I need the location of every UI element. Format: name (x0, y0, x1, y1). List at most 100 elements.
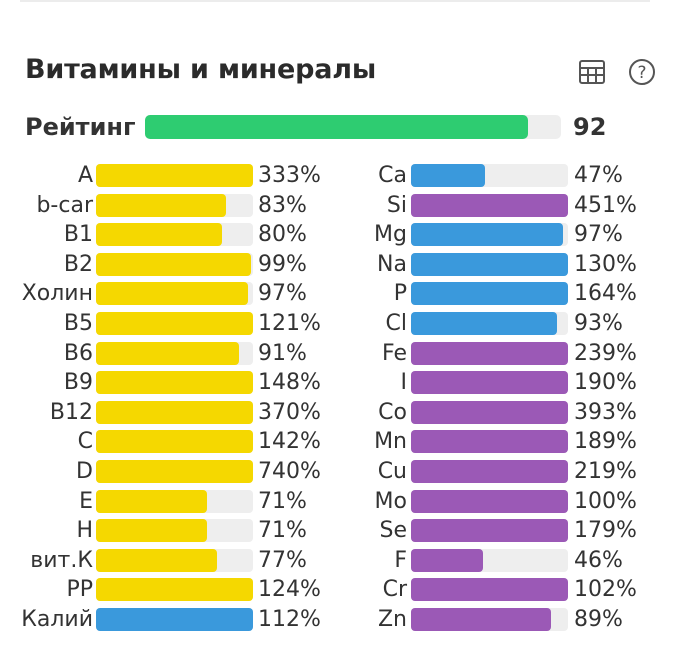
nutrient-value: 83% (258, 193, 307, 218)
nutrient-label: Mg (374, 222, 407, 247)
top-divider (20, 0, 650, 2)
nutrient-bar (411, 282, 568, 305)
nutrient-bar (96, 549, 253, 572)
nutrient-bar (96, 312, 253, 335)
nutrient-bar-fill (96, 549, 217, 572)
nutrient-bar (411, 253, 568, 276)
nutrient-label: Калий (21, 607, 93, 632)
nutrient-bar (411, 578, 568, 601)
nutrient-bar-fill (411, 164, 485, 187)
rating-bar (145, 115, 561, 139)
nutrient-value: 333% (258, 163, 321, 188)
nutrient-label: Холин (21, 281, 93, 306)
nutrient-value: 71% (258, 518, 307, 543)
nutrient-label: C (77, 429, 93, 454)
nutrient-bar-fill (411, 342, 568, 365)
nutrient-bar-fill (411, 401, 568, 424)
nutrient-label: вит.К (30, 548, 93, 573)
nutrient-bar (96, 460, 253, 483)
nutrient-value: 164% (574, 281, 637, 306)
nutrient-value: 93% (574, 311, 623, 336)
nutrient-value: 370% (258, 400, 321, 425)
nutrient-label: A (77, 163, 93, 188)
nutrient-bar-fill (96, 460, 253, 483)
table-icon (579, 60, 605, 84)
nutrient-bar (96, 490, 253, 513)
nutrient-bar (96, 282, 253, 305)
nutrient-label: E (79, 489, 93, 514)
nutrient-bar-fill (411, 578, 568, 601)
nutrient-bar (96, 342, 253, 365)
nutrient-bar-fill (96, 342, 239, 365)
nutrient-label: Mo (374, 489, 407, 514)
nutrient-value: 124% (258, 577, 321, 602)
nutrient-value: 239% (574, 341, 637, 366)
nutrient-value: 102% (574, 577, 637, 602)
nutrient-bar (411, 608, 568, 631)
nutrient-value: 97% (574, 222, 623, 247)
rating-bar-fill (145, 115, 528, 139)
nutrient-bar (411, 223, 568, 246)
nutrient-bar (96, 194, 253, 217)
nutrient-value: 77% (258, 548, 307, 573)
nutrient-value: 740% (258, 459, 321, 484)
nutrient-value: 451% (574, 193, 637, 218)
nutrient-bar-fill (411, 460, 568, 483)
nutrient-bar (96, 253, 253, 276)
nutrient-bar-fill (96, 223, 222, 246)
nutrient-bar-fill (411, 430, 568, 453)
nutrient-bar-fill (96, 401, 253, 424)
nutrient-label: B6 (63, 341, 93, 366)
nutrient-label: Cl (385, 311, 407, 336)
nutrient-bar-fill (411, 608, 551, 631)
nutrient-bar-fill (411, 253, 568, 276)
nutrient-value: 100% (574, 489, 637, 514)
nutrient-bar-fill (411, 519, 568, 542)
nutrient-bar (96, 371, 253, 394)
nutrient-label: b-car (36, 193, 93, 218)
nutrient-value: 99% (258, 252, 307, 277)
nutrient-bar (96, 401, 253, 424)
nutrient-bar-fill (96, 519, 208, 542)
nutrient-bar-fill (96, 608, 253, 631)
nutrient-bar-fill (96, 490, 208, 513)
nutrient-value: 97% (258, 281, 307, 306)
nutrient-bar-fill (96, 312, 253, 335)
nutrient-label: Se (379, 518, 408, 543)
help-button[interactable]: ? (627, 57, 657, 87)
nutrient-label: Co (378, 400, 407, 425)
nutrient-label: D (76, 459, 93, 484)
nutrient-bar-fill (411, 371, 568, 394)
nutrient-label: H (76, 518, 93, 543)
nutrient-bar-fill (96, 194, 227, 217)
nutrient-bar-fill (411, 194, 568, 217)
nutrient-bar-fill (96, 253, 252, 276)
nutrient-bar (411, 430, 568, 453)
nutrient-label: Si (386, 193, 407, 218)
rating-label: Рейтинг (25, 113, 136, 141)
nutrient-label: Zn (377, 607, 407, 632)
nutrient-value: 190% (574, 370, 637, 395)
nutrient-bar-fill (411, 490, 568, 513)
nutrient-bar (96, 223, 253, 246)
nutrient-bar-fill (96, 371, 253, 394)
nutrient-value: 91% (258, 341, 307, 366)
nutrient-label: B9 (63, 370, 93, 395)
table-view-button[interactable] (577, 57, 607, 87)
nutrient-bar-fill (411, 312, 557, 335)
nutrient-value: 148% (258, 370, 321, 395)
nutrient-label: Ca (378, 163, 407, 188)
nutrient-bar-fill (96, 578, 253, 601)
nutrient-bar (411, 371, 568, 394)
nutrient-value: 142% (258, 429, 321, 454)
nutrient-bar (411, 312, 568, 335)
nutrient-bar-fill (411, 223, 564, 246)
nutrient-value: 393% (574, 400, 637, 425)
help-icon: ? (629, 59, 655, 85)
nutrient-bar (411, 342, 568, 365)
section-title: Витамины и минералы (25, 54, 377, 85)
nutrient-bar-fill (411, 549, 484, 572)
svg-text:?: ? (637, 63, 646, 83)
nutrient-label: B2 (63, 252, 93, 277)
nutrient-label: Fe (382, 341, 407, 366)
